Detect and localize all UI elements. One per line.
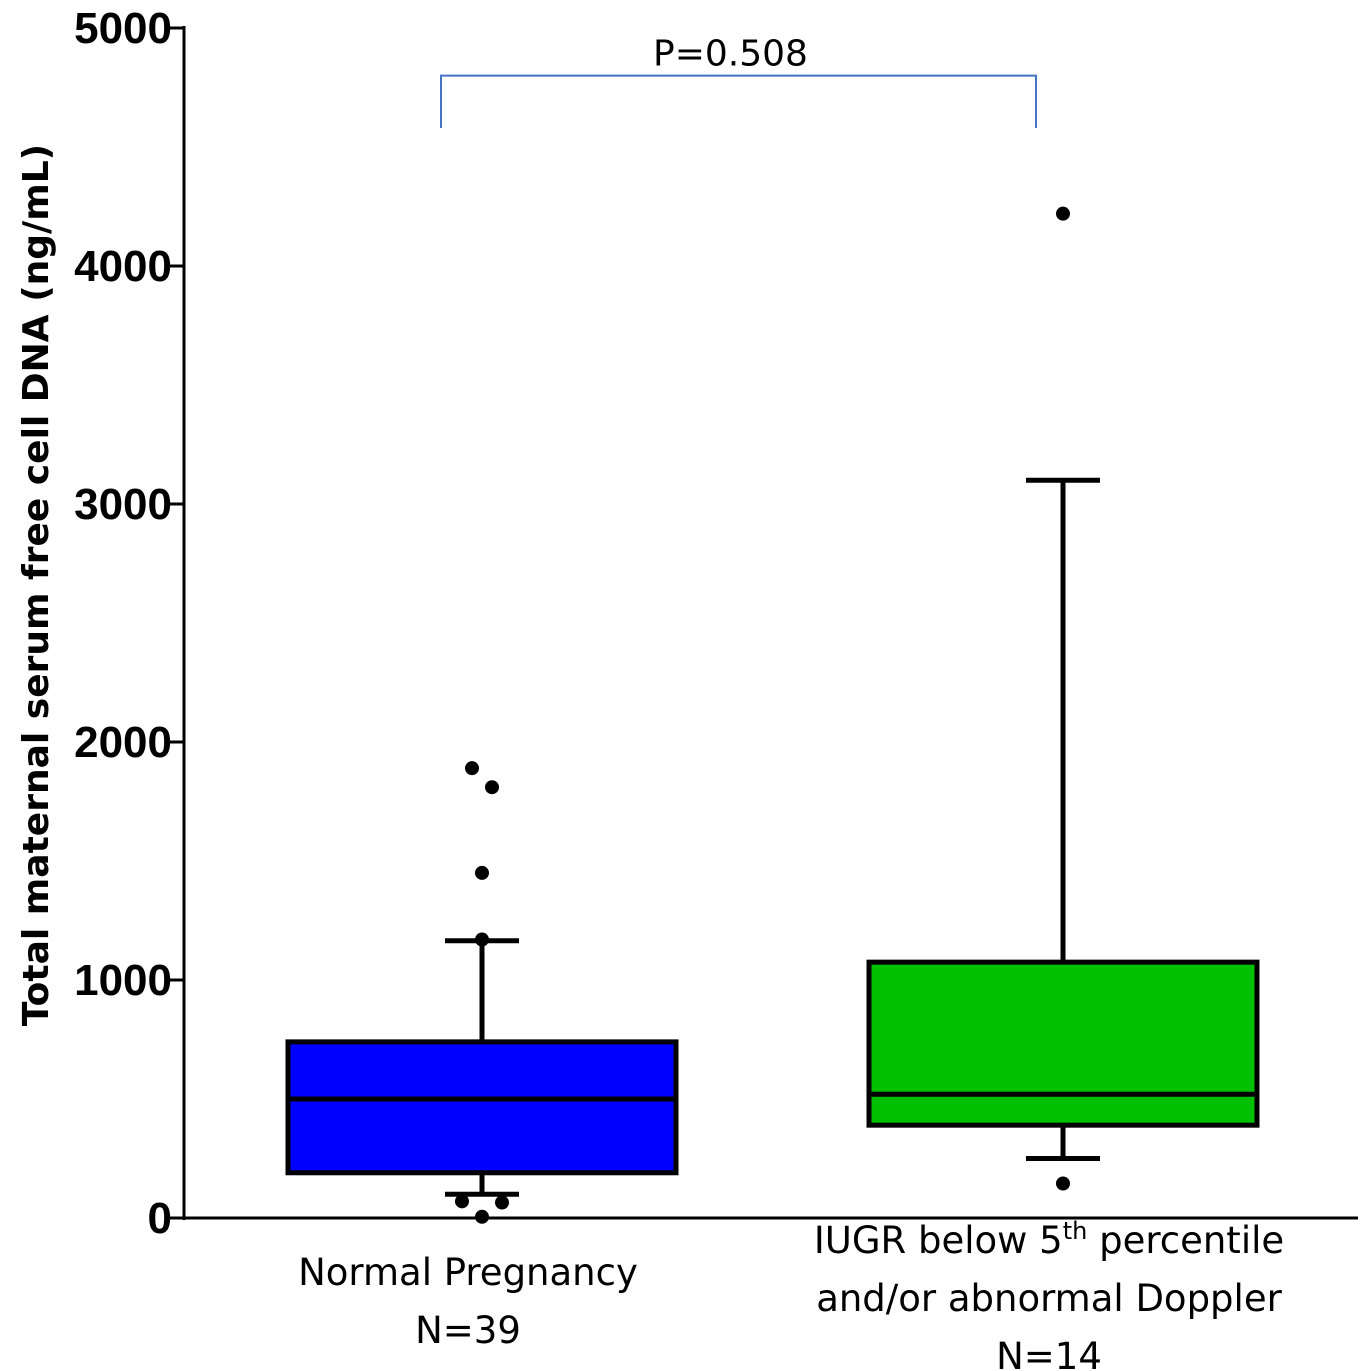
box xyxy=(285,1039,679,1176)
significance-bracket xyxy=(440,74,1037,128)
category-label: N=39 xyxy=(415,1309,521,1352)
outlier-point xyxy=(475,932,489,947)
y-tick-label: 3000 xyxy=(74,480,172,529)
y-tick-label: 1000 xyxy=(74,956,172,1005)
y-tick-label: 0 xyxy=(148,1194,172,1243)
outlier-point xyxy=(495,1195,509,1210)
outlier-point xyxy=(1056,1176,1070,1191)
box-group: IUGR below 5th percentile and/or abnormal… xyxy=(814,206,1284,1371)
category-label: N=14 xyxy=(996,1335,1102,1371)
y-tick-label: 4000 xyxy=(74,242,172,291)
category-label: Normal Pregnancy xyxy=(298,1251,638,1294)
box-group: Normal Pregnancy N=39 xyxy=(285,761,679,1352)
y-axis: 0 1000 2000 3000 4000 5000 xyxy=(74,4,186,1243)
box xyxy=(866,959,1260,1128)
outlier-point xyxy=(465,761,479,776)
p-value-label: P=0.508 xyxy=(653,34,808,75)
significance-annotation: P=0.508 xyxy=(440,34,1037,128)
outlier-point xyxy=(485,780,499,795)
y-tick-label: 2000 xyxy=(74,718,172,767)
outlier-point xyxy=(455,1194,469,1209)
y-tick-label: 5000 xyxy=(74,4,172,53)
y-axis-title: Total maternal serum free cell DNA (ng/m… xyxy=(16,144,57,1026)
category-label: and/or abnormal Doppler xyxy=(816,1277,1282,1320)
outlier-point xyxy=(1056,206,1070,221)
outlier-point xyxy=(475,1209,489,1224)
boxes: Normal Pregnancy N=39 IUGR below 5th perce… xyxy=(285,206,1284,1371)
category-label: IUGR below 5th percentile xyxy=(814,1217,1284,1262)
outlier-point xyxy=(475,865,489,880)
